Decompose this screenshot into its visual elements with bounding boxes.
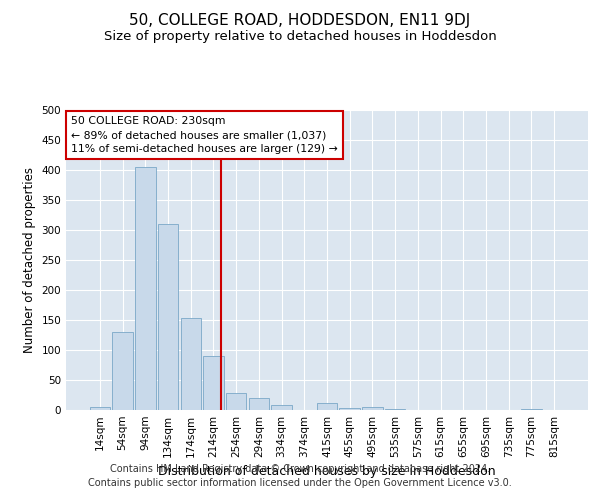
Bar xyxy=(340,408,360,410)
Y-axis label: Number of detached properties: Number of detached properties xyxy=(23,167,36,353)
Bar xyxy=(112,332,133,410)
Bar xyxy=(181,318,201,410)
Bar xyxy=(203,356,224,410)
Bar xyxy=(226,393,247,410)
Bar xyxy=(135,167,155,410)
Text: Contains HM Land Registry data © Crown copyright and database right 2024.
Contai: Contains HM Land Registry data © Crown c… xyxy=(88,464,512,487)
Text: 50 COLLEGE ROAD: 230sqm
← 89% of detached houses are smaller (1,037)
11% of semi: 50 COLLEGE ROAD: 230sqm ← 89% of detache… xyxy=(71,116,338,154)
Bar xyxy=(271,405,292,410)
Bar xyxy=(317,403,337,410)
Bar xyxy=(248,398,269,410)
Bar xyxy=(362,407,383,410)
X-axis label: Distribution of detached houses by size in Hoddesdon: Distribution of detached houses by size … xyxy=(158,466,496,478)
Bar xyxy=(158,224,178,410)
Bar xyxy=(90,407,110,410)
Text: 50, COLLEGE ROAD, HODDESDON, EN11 9DJ: 50, COLLEGE ROAD, HODDESDON, EN11 9DJ xyxy=(130,12,470,28)
Text: Size of property relative to detached houses in Hoddesdon: Size of property relative to detached ho… xyxy=(104,30,496,43)
